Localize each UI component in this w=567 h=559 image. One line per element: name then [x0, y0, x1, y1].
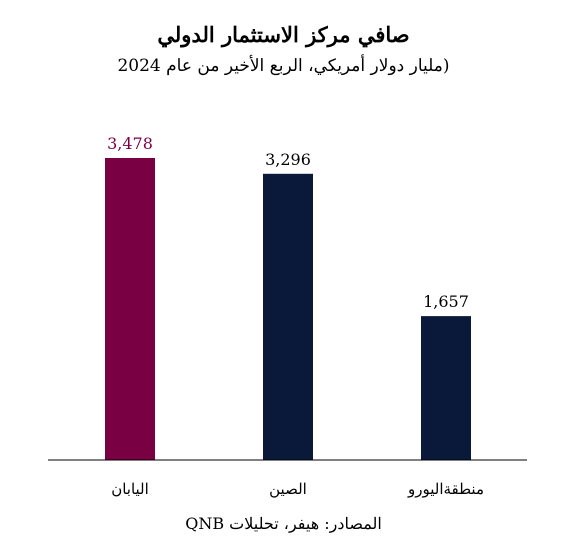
category-label-1: اليابان	[111, 480, 149, 498]
chart-title: صافي مركز الاستثمار الدولي	[157, 22, 410, 47]
category-label-2: الصين	[269, 480, 307, 498]
category-label-3: منطقةاليورو	[407, 480, 484, 498]
bars-group	[105, 158, 471, 460]
bar-1	[105, 158, 155, 460]
bar-3	[421, 316, 471, 460]
chart-subtitle: (مليار دولار أمريكي، الربع الأخير من عام…	[117, 56, 450, 76]
data-label-2: 3,296	[265, 150, 311, 169]
bar-2	[263, 173, 313, 460]
source-note: المصادر: هيفر، تحليلات QNB	[185, 514, 382, 533]
data-label-3: 1,657	[423, 292, 469, 311]
data-label-1: 3,478	[107, 134, 153, 153]
labels-group: 3,478 اليابان 3,296 الصين 1,657 منطقةاليورو	[107, 134, 484, 498]
